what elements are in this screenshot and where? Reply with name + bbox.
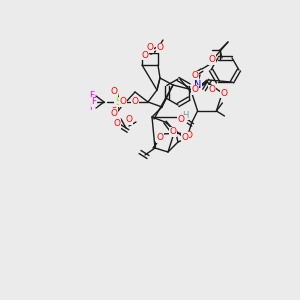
Text: S: S [115,97,121,107]
Text: O: O [208,56,215,64]
Text: O: O [113,119,121,128]
Text: O: O [221,88,228,98]
Text: O: O [208,85,215,94]
Text: H: H [182,110,188,119]
Text: O: O [131,98,139,106]
Text: O: O [185,131,192,140]
Text: O: O [179,113,186,122]
Text: O: O [157,134,164,142]
Text: O: O [146,44,154,52]
Text: N: N [194,80,202,90]
Text: O: O [110,107,118,116]
Text: O: O [110,88,118,97]
Text: O: O [119,98,127,106]
Text: O: O [182,133,188,142]
Text: F: F [92,98,97,106]
Text: O: O [110,109,118,118]
Text: O: O [191,85,199,94]
Text: F: F [89,103,94,112]
Text: O: O [169,128,176,136]
Text: O: O [157,44,164,52]
Text: F: F [89,92,94,100]
Text: O: O [142,50,148,59]
Text: O: O [178,116,184,124]
Text: O: O [191,71,199,80]
Text: O: O [125,116,133,124]
